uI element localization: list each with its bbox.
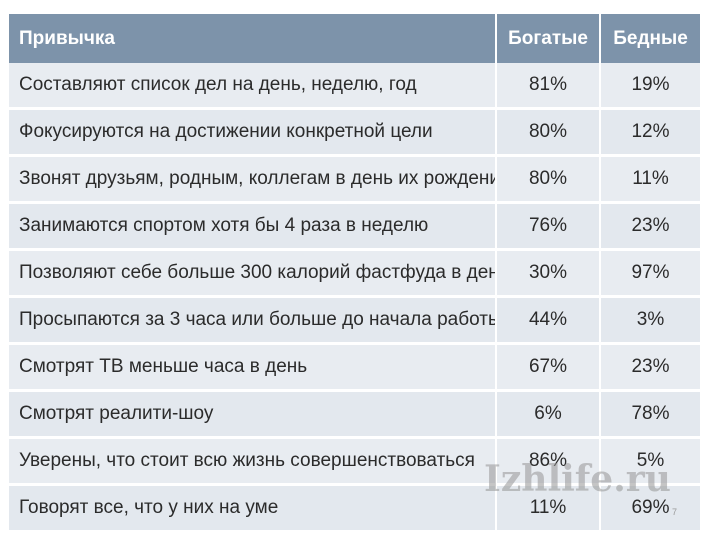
rich-cell: 86%: [496, 437, 601, 486]
header-row: Привычка Богатые Бедные: [9, 14, 700, 63]
habit-cell: Фокусируются на достижении конкретной це…: [9, 108, 497, 157]
rich-cell: 81%: [496, 63, 601, 110]
poor-cell: 11%: [600, 155, 700, 204]
table-row: Занимаются спортом хотя бы 4 раза в неде…: [9, 202, 700, 251]
habit-cell: Составляют список дел на день, неделю, г…: [9, 63, 497, 110]
habit-cell: Смотрят ТВ меньше часа в день: [9, 343, 497, 392]
poor-cell: 97%: [600, 249, 700, 298]
rich-cell: 80%: [496, 108, 601, 157]
table-row: Фокусируются на достижении конкретной це…: [9, 108, 700, 157]
poor-cell: 78%: [600, 390, 700, 439]
page-number: 7: [672, 507, 678, 517]
habit-cell: Позволяют себе больше 300 калорий фастфу…: [9, 249, 497, 298]
rich-cell: 6%: [496, 390, 601, 439]
poor-cell: 23%: [600, 202, 700, 251]
table-row: Позволяют себе больше 300 калорий фастфу…: [9, 249, 700, 298]
rich-cell: 67%: [496, 343, 601, 392]
habit-cell: Говорят все, что у них на уме: [9, 484, 497, 533]
column-header-rich: Богатые: [496, 14, 601, 63]
column-header-poor: Бедные: [600, 14, 700, 63]
habit-cell: Уверены, что стоит всю жизнь совершенств…: [9, 437, 497, 486]
habits-table: Привычка Богатые Бедные Составляют списо…: [9, 14, 700, 533]
rich-cell: 76%: [496, 202, 601, 251]
table-row: Звонят друзьям, родным, коллегам в день …: [9, 155, 700, 204]
table-row: Составляют список дел на день, неделю, г…: [9, 63, 700, 110]
habit-cell: Просыпаются за 3 часа или больше до нача…: [9, 296, 497, 345]
poor-cell: 12%: [600, 108, 700, 157]
rich-cell: 11%: [496, 484, 601, 533]
habit-cell: Звонят друзьям, родным, коллегам в день …: [9, 155, 497, 204]
habit-cell: Занимаются спортом хотя бы 4 раза в неде…: [9, 202, 497, 251]
table-row: Говорят все, что у них на уме 11% 69%: [9, 484, 700, 533]
poor-cell: 5%: [600, 437, 700, 486]
habit-cell: Смотрят реалити-шоу: [9, 390, 497, 439]
table-row: Смотрят ТВ меньше часа в день 67% 23%: [9, 343, 700, 392]
table-row: Просыпаются за 3 часа или больше до нача…: [9, 296, 700, 345]
column-header-habit: Привычка: [9, 14, 497, 63]
poor-cell: 19%: [600, 63, 700, 110]
table-row: Уверены, что стоит всю жизнь совершенств…: [9, 437, 700, 486]
poor-cell: 3%: [600, 296, 700, 345]
rich-cell: 44%: [496, 296, 601, 345]
table-row: Смотрят реалити-шоу 6% 78%: [9, 390, 700, 439]
rich-cell: 80%: [496, 155, 601, 204]
poor-cell: 23%: [600, 343, 700, 392]
poor-cell: 69%: [600, 484, 700, 533]
rich-cell: 30%: [496, 249, 601, 298]
